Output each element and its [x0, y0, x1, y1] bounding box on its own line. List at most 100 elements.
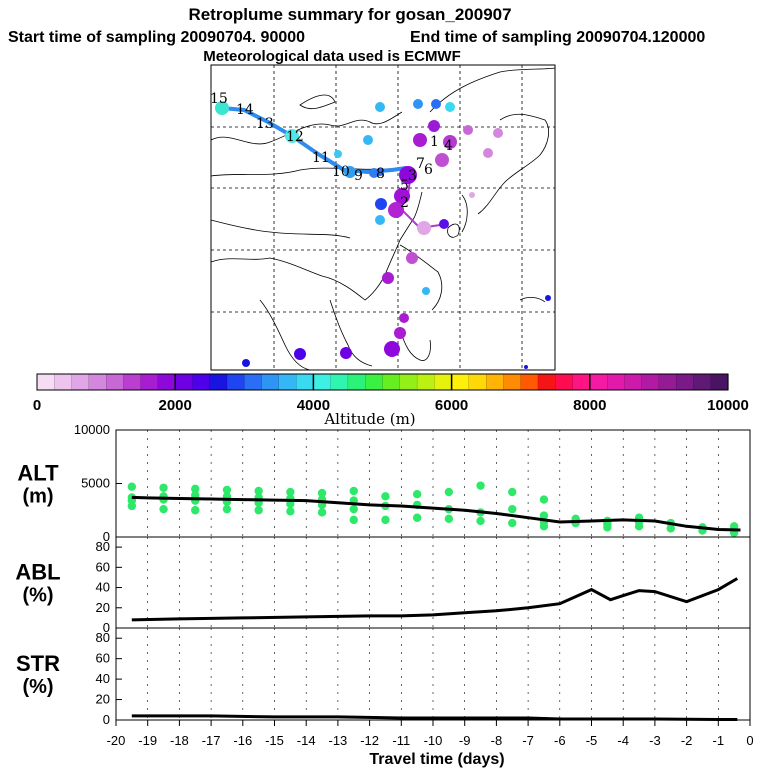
- colorbar-cell: [399, 373, 418, 391]
- marker: [483, 148, 493, 158]
- colorbar-cell: [434, 373, 453, 391]
- altitude-particle-point: [222, 504, 232, 514]
- colorbar-cell: [382, 373, 401, 391]
- altitude-particle-point: [508, 518, 517, 528]
- colorbar-cell: [555, 373, 574, 391]
- altitude-particle-point: [508, 504, 517, 514]
- colorbar-cell: [710, 373, 729, 391]
- altitude-particle-point: [191, 506, 200, 515]
- marker: [413, 99, 423, 109]
- marker: [439, 219, 449, 229]
- colorbar-frame: [36, 373, 729, 391]
- marker: [382, 272, 394, 284]
- altitude-particle-point: [222, 485, 232, 495]
- colorbar-cell: [347, 373, 366, 391]
- altitude-particle-point: [254, 486, 263, 496]
- x-tick-label: 0: [746, 733, 753, 748]
- colorbar-cell: [330, 373, 349, 391]
- altitude-particle-point: [191, 484, 200, 494]
- y-tick-label: 5000: [81, 476, 110, 491]
- x-tick-label: -7: [522, 733, 534, 748]
- marker-label: 10: [332, 164, 350, 180]
- marker: [463, 125, 473, 135]
- marker-label: 12: [286, 129, 304, 145]
- altitude-particle-point: [159, 504, 168, 514]
- x-tick-label: -2: [681, 733, 693, 748]
- altitude-particle-point: [444, 514, 454, 524]
- y-tick-label: 0: [103, 529, 110, 544]
- colorbar-cell: [676, 373, 695, 391]
- marker: [215, 101, 229, 115]
- colorbar-cell: [140, 373, 159, 391]
- marker-label: 2: [400, 195, 409, 211]
- altitude-particle-point: [539, 511, 549, 520]
- series-line-abl: [131, 577, 739, 622]
- altitude-particle-point: [603, 523, 612, 532]
- altitude-particle-point: [539, 522, 549, 531]
- marker: [417, 221, 431, 235]
- marker-label: 15: [210, 91, 228, 107]
- marker: [394, 327, 406, 339]
- marker-label: 1: [430, 134, 439, 150]
- colorbar-cell: [693, 373, 712, 391]
- trajectory-line: [221, 106, 407, 175]
- colorbar-ticks: 0 2000 4000 6000 8000 10000: [33, 374, 749, 414]
- altitude-particle-point: [349, 504, 358, 514]
- y-tick-label: 0: [103, 620, 110, 635]
- y-tick-label: 40: [96, 671, 110, 686]
- colorbar-cell: [209, 373, 228, 391]
- y-tick-label: 10000: [74, 422, 110, 437]
- marker: [375, 198, 387, 210]
- marker: [431, 99, 441, 109]
- marker: [422, 287, 430, 295]
- panel-abl: 80 60 40 20 0 ABL(%): [15, 536, 751, 635]
- marker: [524, 365, 528, 369]
- marker: [375, 102, 385, 112]
- marker-label: 6: [424, 162, 433, 178]
- marker: [443, 135, 457, 149]
- x-tick-label: -6: [554, 733, 566, 748]
- colorbar-cell: [572, 373, 591, 391]
- marker: [399, 166, 417, 184]
- colorbar-cell: [416, 373, 435, 391]
- y-axis-title: ABL: [15, 560, 60, 585]
- marker-label: 5: [400, 178, 409, 194]
- colorbar-cell: [451, 373, 470, 391]
- x-tick-label: -12: [360, 733, 379, 748]
- altitude-particle-point: [508, 487, 517, 497]
- x-tick-label: -3: [649, 733, 661, 748]
- marker: [399, 313, 409, 323]
- x-tick-label: -14: [297, 733, 316, 748]
- colorbar-cell: [36, 373, 55, 391]
- y-tick-label: 60: [96, 559, 110, 574]
- y-tick-label: 80: [96, 630, 110, 645]
- colorbar-cell: [641, 373, 660, 391]
- series-line-alt: [131, 495, 741, 532]
- met-data-label: Meteorological data used is ECMWF: [203, 48, 461, 65]
- x-tick-label: -19: [138, 733, 157, 748]
- marker: [375, 215, 385, 225]
- series-line-str: [131, 714, 738, 721]
- colorbar-tick-label: 8000: [573, 397, 606, 414]
- colorbar-cell: [54, 373, 73, 391]
- marker: [388, 202, 404, 218]
- altitude-particle-point: [286, 487, 295, 497]
- colorbar-tick-label: 6000: [435, 397, 468, 414]
- altitude-particle-point: [127, 501, 137, 511]
- altitude-particle-point: [539, 495, 549, 504]
- altitude-particle-point: [317, 508, 327, 517]
- colorbar-cells: [36, 373, 729, 391]
- colorbar-cell: [244, 373, 263, 391]
- x-tick-label: -10: [424, 733, 443, 748]
- time-series-panels: 1000050000ALT(m)806040200ABL(%)806040200…: [15, 422, 753, 768]
- colorbar-cell: [88, 373, 107, 391]
- altitude-particle-point: [381, 515, 390, 525]
- y-tick-label: 20: [96, 692, 110, 707]
- colorbar-cell: [157, 373, 176, 391]
- x-tick-label: -18: [170, 733, 189, 748]
- colorbar-tick-label: 10000: [707, 397, 749, 414]
- marker: [242, 359, 250, 367]
- altitude-particle-point: [349, 515, 358, 525]
- marker: [285, 129, 299, 143]
- altitude-particle-point: [349, 486, 358, 496]
